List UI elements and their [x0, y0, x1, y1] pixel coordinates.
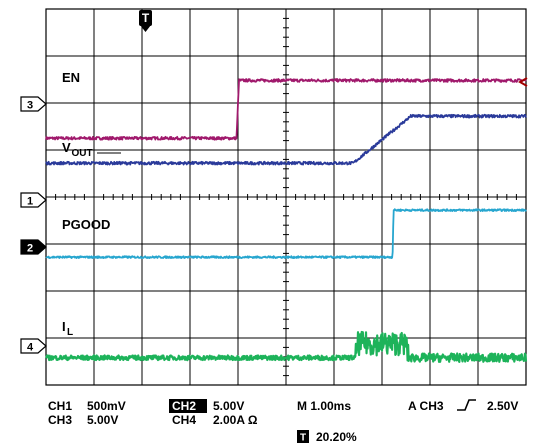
trace-line-pgood: [45, 208, 527, 259]
graticule-grid: [45, 8, 527, 386]
channel-marker-4-label: 4: [27, 342, 34, 354]
waveform-traces: [45, 78, 528, 363]
ch3-label: CH3: [48, 413, 72, 427]
ch1-label: CH1: [48, 399, 72, 413]
ch2-highlight: [169, 399, 207, 413]
trace-label-pgood: PGOOD: [62, 217, 110, 232]
trigger-position-icon: [297, 430, 309, 443]
trace-label-vout-main: V: [62, 140, 71, 155]
channel-marker-3-label: 3: [27, 100, 33, 112]
channel-marker-1: 1: [20, 192, 47, 208]
trace-label-vout-sub: OUT: [72, 148, 93, 159]
trigger-marker-icon: T: [139, 10, 152, 32]
trigger-position: 20.20%: [316, 430, 357, 444]
graticule-border: [45, 8, 527, 386]
trace-offset-arrow-icon: [517, 77, 528, 87]
timebase-readout: M 1.00ms: [297, 399, 351, 413]
trigger-position-icon-text: T: [300, 433, 306, 444]
trace-label-vout: V OUT: [62, 140, 121, 159]
trace-label-il-main: I: [62, 319, 66, 334]
trigger-marker-text: T: [142, 11, 150, 25]
trace-il: [45, 330, 528, 363]
trace-line-en: [45, 78, 527, 141]
trace-label-il: I L: [62, 319, 73, 338]
trigger-source: A CH3: [408, 399, 444, 413]
trace-pgood: [45, 208, 527, 259]
ch3-scale: 5.00V: [87, 413, 118, 427]
trace-label-en: EN: [62, 70, 80, 85]
trace-line-il: [45, 330, 528, 363]
trace-line-vout: [45, 113, 527, 166]
channel-marker-4: 4: [20, 338, 47, 354]
ch2-scale: 5.00V: [213, 399, 244, 413]
ch1-scale: 500mV: [87, 399, 126, 413]
trigger-level: 2.50V: [487, 399, 518, 413]
ch4-scale: 2.00A Ω: [213, 413, 258, 427]
trace-vout: [45, 113, 527, 166]
channel-marker-3: 3: [20, 96, 47, 112]
channel-marker-2: 2: [20, 239, 47, 255]
trace-label-il-sub: L: [67, 327, 73, 338]
channel-marker-1-label: 1: [27, 196, 33, 208]
trace-en: [45, 78, 527, 141]
channel-marker-2-label: 2: [27, 243, 33, 255]
rising-edge-icon: [457, 399, 476, 411]
ch2-label: CH2: [172, 399, 196, 413]
ch4-label: CH4: [172, 413, 196, 427]
